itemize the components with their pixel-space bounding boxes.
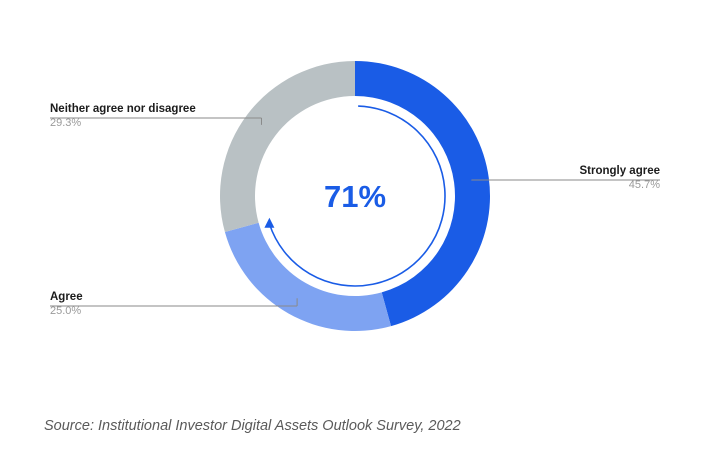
slice-label-3: Neither agree nor disagree [50,103,196,115]
chart-source: Source: Institutional Investor Digital A… [44,418,461,434]
center-value: 71% [324,179,386,214]
donut-slice-1 [355,61,490,327]
slice-label-2: Agree [50,291,83,303]
slice-label-1: Strongly agree [579,165,660,177]
slice-value-2: 25.0% [50,305,81,317]
slice-value-1: 45.7% [629,179,660,191]
donut-slice-3 [220,61,355,233]
circular-arrow [268,105,446,287]
donut-slice-2 [224,222,392,331]
arrowhead-icon [264,217,275,228]
slice-value-3: 29.3% [50,117,81,129]
